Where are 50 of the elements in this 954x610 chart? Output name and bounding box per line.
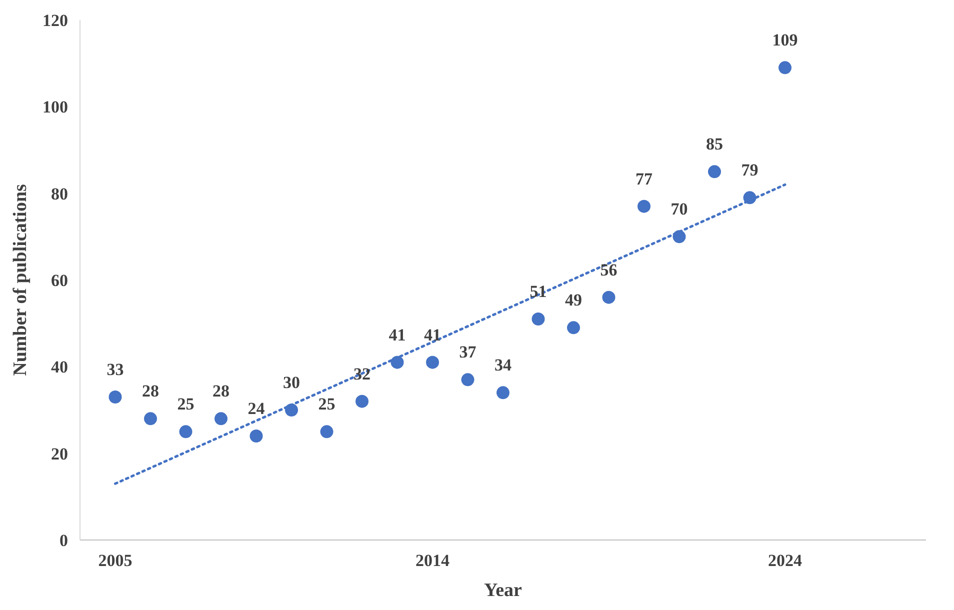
data-label: 79 [741, 160, 758, 180]
point [532, 312, 545, 326]
point [778, 61, 792, 74]
data-label: 41 [424, 325, 441, 344]
x-tick-label: 2014 [416, 551, 450, 570]
data-label: 24 [248, 399, 266, 418]
data-label: 85 [706, 134, 723, 154]
point [461, 373, 474, 386]
data-label: 77 [636, 169, 653, 188]
data-label: 33 [106, 360, 124, 379]
point [390, 356, 404, 369]
point [250, 430, 263, 442]
point [743, 191, 756, 204]
point [179, 425, 192, 438]
x-tick-label: 2005 [98, 551, 132, 570]
point [320, 425, 334, 438]
point [285, 404, 298, 416]
y-tick-label: 100 [42, 98, 68, 117]
y-tick-label: 0 [60, 530, 68, 550]
data-label: 25 [318, 394, 336, 414]
point [602, 290, 616, 304]
data-label: 25 [177, 394, 194, 414]
data-label: 34 [494, 356, 512, 375]
point [638, 200, 650, 213]
point [567, 321, 580, 334]
point [144, 412, 157, 426]
data-label: 28 [212, 382, 230, 401]
data-label: 28 [142, 382, 159, 401]
point [496, 386, 510, 400]
data-label: 49 [565, 290, 582, 310]
data-label: 109 [772, 30, 798, 50]
y-axis-title: Number of publications [10, 184, 31, 376]
point [708, 165, 721, 178]
data-label: 70 [670, 200, 688, 219]
y-tick-label: 80 [51, 184, 68, 204]
y-tick-label: 120 [42, 10, 68, 30]
y-tick-label: 40 [51, 358, 68, 377]
data-label: 41 [388, 325, 406, 344]
data-label: 30 [283, 373, 300, 392]
x-axis-title: Year [484, 580, 523, 601]
point [108, 390, 122, 404]
y-tick-label: 20 [51, 444, 68, 464]
x-tick-label: 2024 [768, 551, 802, 570]
point [426, 356, 439, 369]
y-tick-label: 60 [51, 270, 68, 290]
point [356, 394, 368, 408]
point [672, 230, 686, 244]
data-label: 56 [600, 260, 618, 280]
point [214, 412, 228, 426]
data-label: 37 [459, 342, 477, 362]
